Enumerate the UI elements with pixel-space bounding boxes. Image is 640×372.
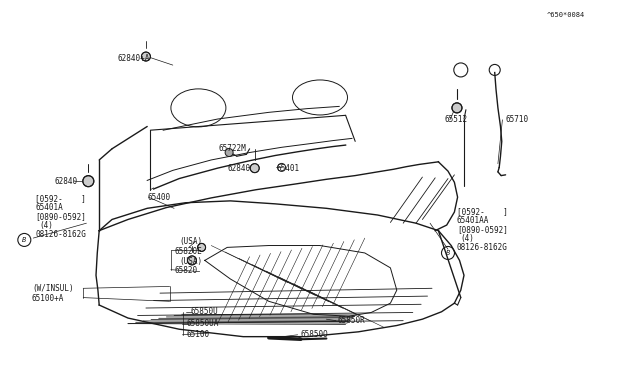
- Text: 65401: 65401: [276, 164, 300, 173]
- Circle shape: [250, 164, 259, 173]
- Text: 65820E: 65820E: [174, 247, 202, 256]
- Text: [0890-0592]: [0890-0592]: [457, 225, 508, 234]
- Text: (USA): (USA): [179, 237, 202, 246]
- Text: 62840: 62840: [227, 164, 250, 173]
- Text: (USA): (USA): [179, 257, 202, 266]
- Circle shape: [141, 52, 150, 61]
- Text: 08126-8162G: 08126-8162G: [457, 243, 508, 252]
- Text: (4): (4): [40, 221, 54, 230]
- Text: 65100: 65100: [187, 330, 210, 339]
- Text: 65512: 65512: [444, 115, 467, 124]
- Text: 08126-8162G: 08126-8162G: [35, 230, 86, 239]
- Circle shape: [188, 256, 196, 265]
- Text: [0890-0592]: [0890-0592]: [35, 212, 86, 221]
- Text: 65850U: 65850U: [190, 307, 218, 316]
- Text: B: B: [22, 237, 26, 243]
- Text: 65820: 65820: [174, 266, 197, 275]
- Text: 65722M: 65722M: [219, 144, 246, 153]
- Text: (4): (4): [461, 234, 475, 243]
- Circle shape: [198, 243, 205, 251]
- Circle shape: [452, 103, 462, 113]
- Text: 65850O: 65850O: [301, 330, 328, 339]
- Text: 65710: 65710: [506, 115, 529, 124]
- Text: [0592-    ]: [0592- ]: [457, 207, 508, 216]
- Text: (W/INSUL): (W/INSUL): [32, 284, 74, 293]
- Text: 62840: 62840: [54, 177, 77, 186]
- Text: B: B: [446, 250, 450, 256]
- Text: 65401A: 65401A: [35, 203, 63, 212]
- Text: 65850R: 65850R: [338, 316, 365, 325]
- Text: 62840+A: 62840+A: [118, 54, 150, 62]
- Text: [0592-    ]: [0592- ]: [35, 194, 86, 203]
- Text: 65100+A: 65100+A: [32, 294, 65, 303]
- Circle shape: [225, 148, 233, 157]
- Circle shape: [83, 176, 94, 187]
- Text: 65400: 65400: [147, 193, 170, 202]
- Text: ^650*0084: ^650*0084: [547, 12, 586, 18]
- Text: 65850UA: 65850UA: [187, 319, 220, 328]
- Text: 65401AA: 65401AA: [457, 216, 490, 225]
